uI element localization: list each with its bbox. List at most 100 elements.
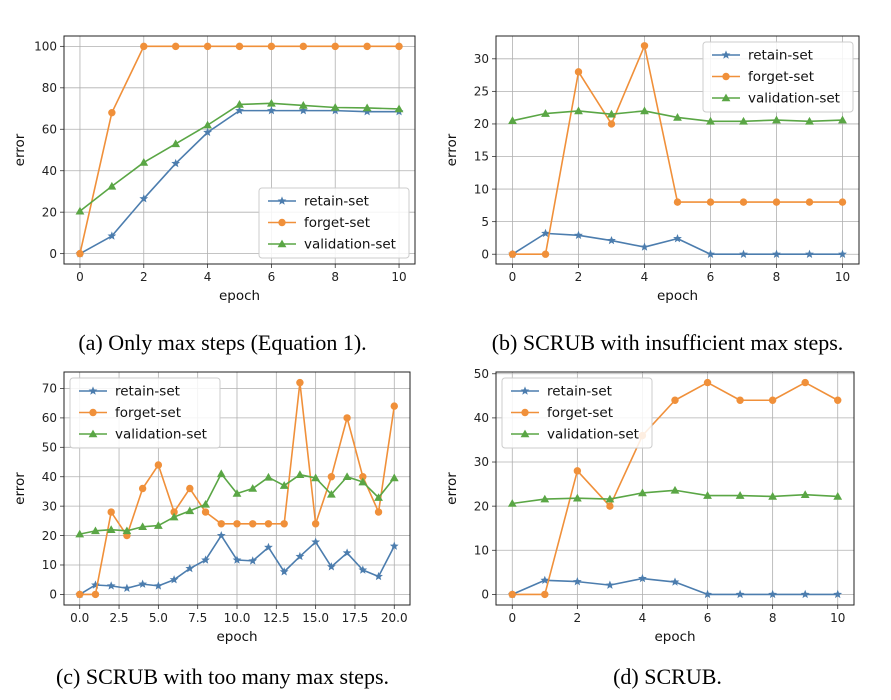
data-point-forget (171, 42, 180, 51)
caption-b: (b) SCRUB with insufficient max steps. (491, 330, 844, 355)
legend-marker-retain (88, 386, 98, 395)
data-point-validation (739, 116, 748, 125)
legend-marker-forget (89, 408, 97, 417)
data-point-forget (640, 42, 649, 50)
ticks: 0.0 2.5 5.0 7.5 10.0 12.5 15.0 17.5 20.0 0 10 20 30 4… (42, 382, 408, 625)
legend-box (69, 377, 221, 449)
data-point-retain (248, 556, 258, 565)
legend-label-validation: validation-set (547, 427, 639, 443)
data-point-validation (122, 526, 132, 535)
data-point-validation (638, 488, 647, 497)
data-point-validation (640, 106, 649, 115)
series-forget (508, 378, 842, 599)
data-point-retain (91, 580, 100, 589)
data-point-retain (169, 575, 179, 584)
data-point-validation (394, 104, 404, 113)
data-point-forget (801, 378, 809, 387)
data-point-validation (833, 492, 843, 500)
data-point-retain (703, 589, 712, 599)
series-retain (75, 530, 399, 599)
legend-label-forget: forget-set (115, 405, 181, 421)
legend-box (258, 187, 410, 259)
data-point-validation (248, 484, 258, 492)
legend-item-forget: forget-set (712, 69, 814, 85)
series-forget (76, 42, 403, 258)
data-point-forget (154, 461, 163, 469)
chart-panel-a: 0 2 4 6 8 10 0 20 40 60 80 100 epoch error retain-set f… (0, 0, 445, 355)
y-tick-label: 30 (42, 499, 57, 513)
data-point-validation (572, 493, 582, 502)
legend-item-forget: forget-set (511, 405, 613, 421)
plot-frame (495, 35, 860, 265)
y-tick-label: 20 (474, 117, 489, 131)
y-tick-label: 15 (474, 150, 489, 164)
data-point-forget (573, 467, 582, 475)
data-point-validation (311, 473, 321, 482)
legend-item-retain: retain-set (511, 384, 612, 400)
x-tick-label: 6 (704, 611, 712, 625)
data-point-validation (838, 115, 847, 124)
data-point-validation (235, 100, 244, 108)
data-point-validation (153, 521, 163, 529)
data-point-forget (296, 378, 304, 387)
x-tick-label: 0 (508, 611, 516, 625)
data-point-validation (607, 109, 616, 118)
data-point-retain (295, 551, 305, 561)
data-point-forget (264, 520, 273, 528)
legend-label-forget: forget-set (547, 405, 613, 421)
legend-marker-validation (88, 429, 98, 438)
data-point-validation (201, 499, 210, 508)
y-tick-label: 20 (42, 205, 57, 219)
data-point-forget (186, 484, 194, 493)
data-point-validation (670, 485, 680, 494)
x-tick-label: 4 (641, 270, 649, 284)
data-point-validation (703, 491, 712, 499)
y-tick-label: 10 (474, 182, 489, 196)
data-point-retain (267, 106, 276, 115)
legend-item-forget: forget-set (79, 405, 181, 421)
x-tick-label: 10 (391, 270, 406, 284)
legend-item-validation: validation-set (511, 427, 639, 443)
legend: retain-set forget-set validation-set (69, 377, 221, 449)
data-point-validation (185, 506, 195, 515)
legend-label-validation: validation-set (115, 427, 207, 443)
legend-marker-forget (521, 408, 529, 417)
y-tick-label: 5 (481, 215, 489, 229)
legend-marker-validation (520, 429, 530, 438)
data-point-validation (362, 103, 372, 112)
data-point-forget (235, 42, 244, 51)
y-tick-label: 60 (42, 122, 57, 136)
data-point-forget (706, 198, 715, 206)
y-axis-label: error (12, 472, 28, 505)
line-chart-d: 0 2 4 6 8 10 0 10 20 30 40 50 epoch error retain-set fo… (444, 367, 855, 645)
data-point-forget (299, 42, 308, 51)
x-axis-label: epoch (654, 629, 695, 645)
data-point-validation (75, 206, 85, 215)
x-tick-label: 12.5 (263, 611, 290, 625)
data-point-retain (640, 242, 649, 251)
grid (64, 36, 415, 264)
data-point-forget (140, 42, 148, 51)
data-point-validation (295, 470, 305, 478)
data-point-retain (833, 589, 843, 599)
legend-marker-retain (520, 386, 530, 395)
y-tick-label: 80 (42, 81, 57, 95)
data-point-retain (311, 537, 321, 546)
data-point-retain (342, 548, 352, 557)
y-axis-label: error (444, 133, 460, 166)
y-tick-label: 50 (42, 441, 57, 455)
data-point-forget (233, 520, 241, 528)
y-tick-label: 0 (481, 588, 489, 602)
y-tick-label: 0 (49, 588, 57, 602)
caption-a: (a) Only max steps (Equation 1). (78, 330, 367, 355)
series-validation (508, 106, 847, 125)
data-point-validation (342, 472, 352, 481)
data-point-validation (330, 103, 340, 111)
data-point-retain (739, 249, 748, 258)
data-point-forget (363, 42, 371, 51)
data-point-validation (326, 489, 336, 498)
data-point-validation (605, 494, 615, 503)
x-axis-label: epoch (216, 629, 257, 645)
x-tick-label: 4 (204, 270, 212, 284)
data-point-forget (249, 520, 257, 528)
